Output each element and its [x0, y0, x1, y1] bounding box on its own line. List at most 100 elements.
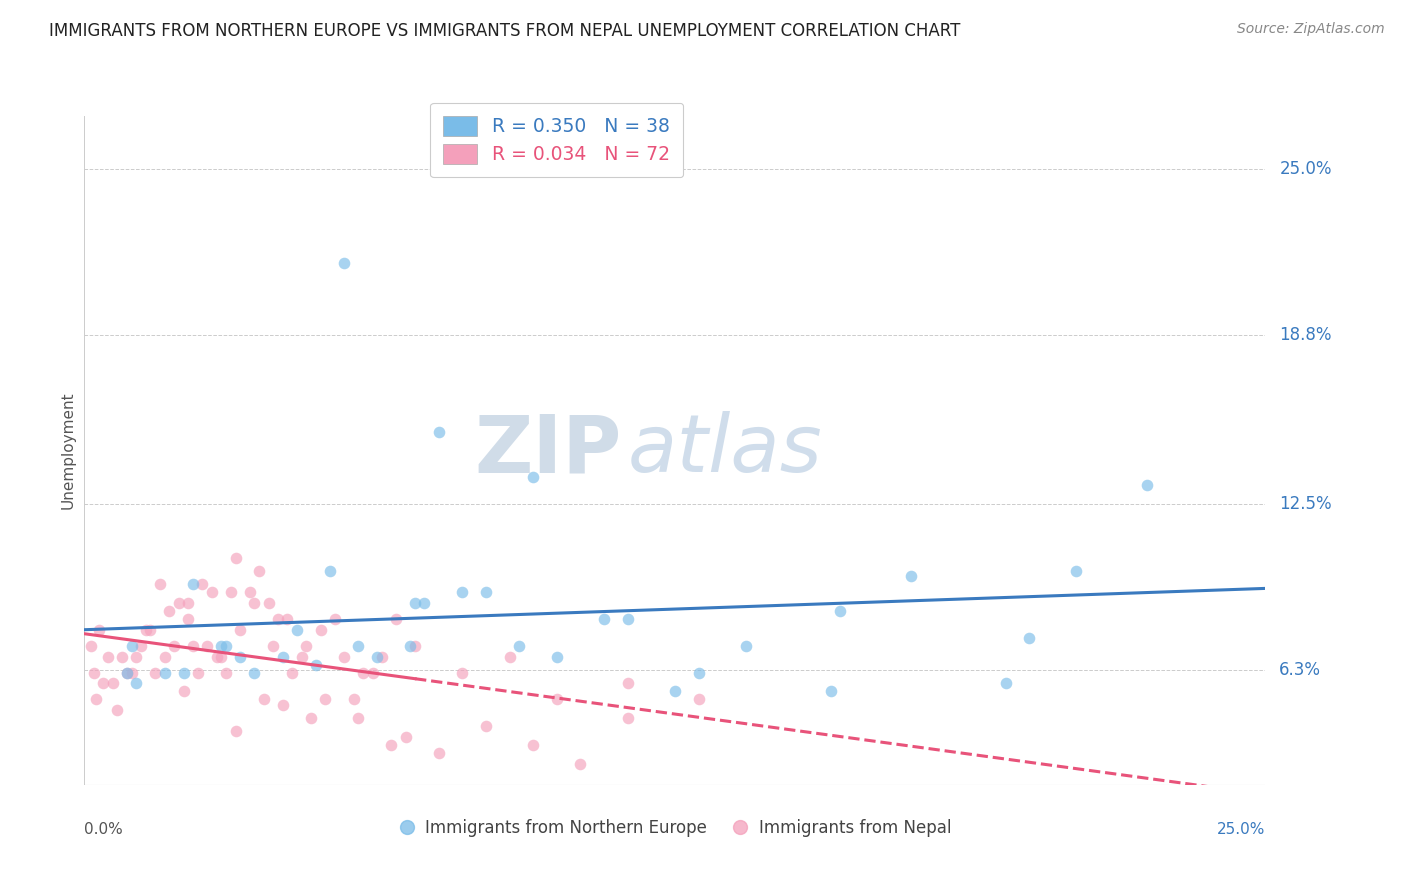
- Point: [177, 612, 200, 626]
- Point: [243, 665, 266, 680]
- Point: [299, 711, 322, 725]
- Point: [569, 756, 592, 771]
- Text: IMMIGRANTS FROM NORTHERN EUROPE VS IMMIGRANTS FROM NEPAL UNEMPLOYMENT CORRELATIO: IMMIGRANTS FROM NORTHERN EUROPE VS IMMIG…: [49, 22, 960, 40]
- Text: 25.0%: 25.0%: [1279, 161, 1331, 178]
- Point: [139, 623, 162, 637]
- Point: [347, 639, 370, 653]
- Point: [616, 711, 638, 725]
- Point: [305, 657, 328, 672]
- Point: [247, 564, 270, 578]
- Point: [900, 569, 922, 583]
- Point: [97, 649, 120, 664]
- Text: Source: ZipAtlas.com: Source: ZipAtlas.com: [1237, 22, 1385, 37]
- Point: [404, 596, 426, 610]
- Point: [129, 639, 152, 653]
- Point: [84, 692, 107, 706]
- Point: [87, 623, 110, 637]
- Point: [522, 738, 544, 752]
- Point: [215, 639, 238, 653]
- Point: [181, 577, 204, 591]
- Point: [546, 692, 568, 706]
- Point: [205, 649, 228, 664]
- Point: [475, 585, 498, 599]
- Point: [427, 425, 450, 439]
- Point: [157, 604, 180, 618]
- Point: [91, 676, 114, 690]
- Point: [371, 649, 394, 664]
- Point: [181, 639, 204, 653]
- Point: [1066, 564, 1088, 578]
- Text: 0.0%: 0.0%: [84, 822, 124, 837]
- Point: [101, 676, 124, 690]
- Point: [427, 746, 450, 760]
- Point: [361, 665, 384, 680]
- Point: [734, 639, 756, 653]
- Point: [121, 639, 143, 653]
- Text: 25.0%: 25.0%: [1218, 822, 1265, 837]
- Point: [546, 649, 568, 664]
- Point: [191, 577, 214, 591]
- Point: [1018, 631, 1040, 645]
- Point: [295, 639, 318, 653]
- Point: [253, 692, 276, 706]
- Legend: Immigrants from Northern Europe, Immigrants from Nepal: Immigrants from Northern Europe, Immigra…: [392, 813, 957, 844]
- Point: [347, 711, 370, 725]
- Point: [225, 550, 247, 565]
- Point: [616, 612, 638, 626]
- Point: [314, 692, 336, 706]
- Point: [80, 639, 103, 653]
- Point: [475, 719, 498, 733]
- Point: [380, 738, 402, 752]
- Text: ZIP: ZIP: [474, 411, 621, 490]
- Point: [1136, 478, 1159, 492]
- Point: [229, 623, 252, 637]
- Point: [323, 612, 346, 626]
- Point: [143, 665, 166, 680]
- Point: [271, 649, 294, 664]
- Point: [239, 585, 262, 599]
- Point: [830, 604, 852, 618]
- Point: [115, 665, 138, 680]
- Point: [281, 665, 304, 680]
- Point: [616, 676, 638, 690]
- Point: [820, 684, 842, 698]
- Point: [163, 639, 186, 653]
- Point: [153, 649, 176, 664]
- Point: [201, 585, 224, 599]
- Point: [593, 612, 616, 626]
- Point: [291, 649, 314, 664]
- Point: [399, 639, 422, 653]
- Point: [121, 665, 143, 680]
- Point: [394, 730, 416, 744]
- Point: [413, 596, 436, 610]
- Point: [125, 649, 148, 664]
- Point: [83, 665, 105, 680]
- Point: [187, 665, 209, 680]
- Point: [153, 665, 176, 680]
- Point: [276, 612, 298, 626]
- Point: [688, 665, 710, 680]
- Point: [209, 649, 232, 664]
- Y-axis label: Unemployment: Unemployment: [60, 392, 76, 509]
- Point: [243, 596, 266, 610]
- Point: [319, 564, 342, 578]
- Point: [451, 665, 474, 680]
- Point: [385, 612, 408, 626]
- Point: [333, 649, 356, 664]
- Point: [173, 684, 195, 698]
- Point: [215, 665, 238, 680]
- Point: [125, 676, 148, 690]
- Point: [309, 623, 332, 637]
- Text: atlas: atlas: [627, 411, 823, 490]
- Point: [994, 676, 1017, 690]
- Point: [451, 585, 474, 599]
- Point: [111, 649, 134, 664]
- Point: [195, 639, 218, 653]
- Point: [267, 612, 290, 626]
- Point: [508, 639, 530, 653]
- Point: [688, 692, 710, 706]
- Point: [135, 623, 157, 637]
- Point: [167, 596, 190, 610]
- Text: 12.5%: 12.5%: [1279, 495, 1331, 513]
- Point: [343, 692, 366, 706]
